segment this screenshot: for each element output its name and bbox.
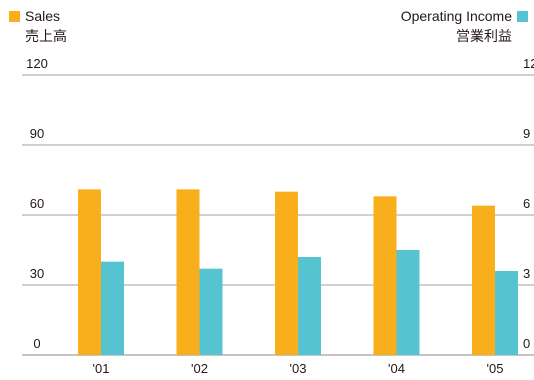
sales-bar bbox=[472, 205, 495, 355]
x-tick-label: '02 bbox=[191, 361, 208, 376]
y-tick-label-right: 3 bbox=[523, 266, 530, 281]
operating-income-swatch bbox=[517, 10, 528, 22]
legend-sales-sublabel: 売上高 bbox=[25, 28, 67, 44]
x-tick-label: '03 bbox=[290, 361, 307, 376]
x-tick-label: '04 bbox=[388, 361, 405, 376]
operating-income-bar bbox=[101, 261, 124, 355]
operating-income-bar bbox=[495, 271, 518, 355]
y-tick-label-left: 0 bbox=[33, 336, 40, 351]
legend-operating-income-sublabel: 営業利益 bbox=[456, 28, 512, 44]
sales-bar bbox=[373, 196, 397, 355]
x-tick-label: '05 bbox=[487, 361, 504, 376]
legend-sales-label: Sales bbox=[25, 8, 61, 24]
y-tick-label-right: 9 bbox=[523, 126, 530, 141]
legend-operating-income: Operating Income 営業利益 bbox=[401, 8, 528, 44]
y-tick-label-left: 30 bbox=[30, 266, 44, 281]
sales-bar bbox=[78, 189, 101, 355]
sales-bar bbox=[275, 191, 298, 355]
y-tick-label-left: 90 bbox=[30, 126, 44, 141]
bars bbox=[78, 189, 518, 355]
legend-operating-income-label: Operating Income bbox=[400, 8, 512, 24]
y-tick-label-right: 6 bbox=[523, 196, 530, 211]
y-tick-label-left: 60 bbox=[30, 196, 44, 211]
x-tick-label: '01 bbox=[93, 361, 110, 376]
sales-bar bbox=[176, 189, 200, 355]
y-tick-label-right: 0 bbox=[523, 336, 530, 351]
tick-labels: 0 0 30 3 60 6 90 9 120 12 '01 '02 '03 '04 '05 bbox=[26, 56, 534, 376]
y-tick-label-left: 120 bbox=[26, 56, 48, 71]
legend-sales: Sales 売上高 bbox=[9, 8, 67, 44]
operating-income-bar bbox=[298, 257, 321, 355]
operating-income-bar bbox=[199, 268, 223, 355]
operating-income-bar bbox=[396, 250, 420, 355]
sales-swatch bbox=[9, 10, 20, 22]
y-tick-label-right: 12 bbox=[523, 56, 534, 71]
